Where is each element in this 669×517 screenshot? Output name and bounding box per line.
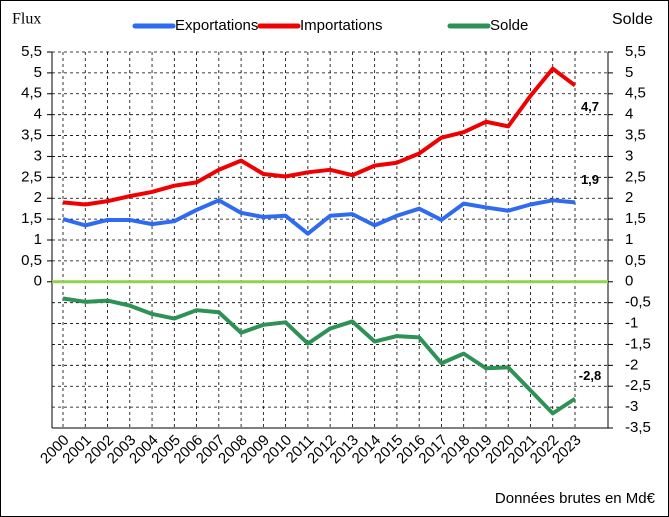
series-line [62,198,576,236]
y2-tick-label: 1 [625,231,633,248]
left-axis-title: Flux [12,11,41,28]
y-tick-label: 0 [34,273,42,290]
y2-tick-label: -2,5 [625,377,651,394]
series-line [62,296,577,416]
y-tick-label: 2,5 [21,168,42,185]
series-line [62,66,577,207]
y2-tick-label: 4,5 [625,85,646,102]
data-label: -2,8 [579,368,601,383]
y-tick-label: 3 [34,147,42,164]
y2-tick-label: -3 [625,398,638,415]
y2-tick-label: -1 [625,315,638,332]
y2-tick-label: 5,5 [625,43,646,60]
y2-tick-label: -1,5 [625,335,651,352]
y2-tick-label: 2,5 [625,168,646,185]
y2-tick-label: 2 [625,189,633,206]
y2-tick-label: 4 [625,106,633,123]
legend-label: Solde [490,17,528,34]
y2-tick-label: -0,5 [625,294,651,311]
y-tick-label: 1 [34,231,42,248]
y2-tick-label: 1,5 [625,210,646,227]
y-tick-label: 2 [34,189,42,206]
y-tick-label: 0,5 [21,252,42,269]
data-label: 1,9 [581,172,599,187]
y-tick-label: 4,5 [21,85,42,102]
note: Données brutes en Md€ [495,490,656,507]
y-tick-label: 5,5 [21,43,42,60]
y2-tick-label: 0,5 [625,252,646,269]
y-tick-label: 5 [34,64,42,81]
y-tick-label: 1,5 [21,210,42,227]
y2-tick-label: 3,5 [625,127,646,144]
right-axis-title: Solde [612,11,653,28]
y2-tick-label: 3 [625,147,633,164]
legend-label: Importations [300,17,383,34]
y-tick-label: 4 [34,106,42,123]
y2-tick-label: 0 [625,273,633,290]
legend-label: Exportations [175,17,258,34]
y2-tick-label: -2 [625,356,638,373]
data-label: 4,7 [581,99,599,114]
y2-tick-label: -3,5 [625,419,651,436]
y-tick-label: 3,5 [21,127,42,144]
y2-tick-label: 5 [625,64,633,81]
